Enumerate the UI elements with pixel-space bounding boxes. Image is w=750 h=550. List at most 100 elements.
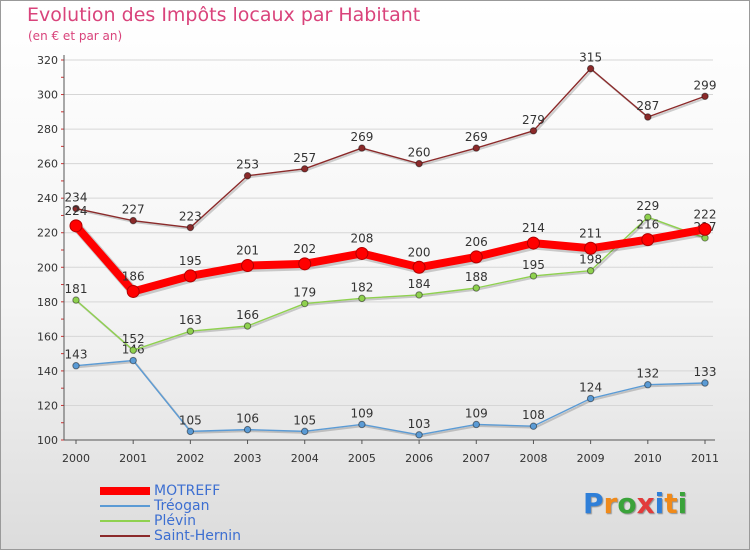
data-label-tr-ogan: 124 <box>579 381 602 395</box>
logo-letter: i <box>654 487 665 520</box>
series-line-tr-ogan <box>75 359 706 436</box>
y-tick-label-240: 240 <box>37 192 58 205</box>
x-tick-label-2002: 2002 <box>176 452 204 465</box>
y-tick-label-280: 280 <box>37 123 58 136</box>
data-label-motreff: 202 <box>293 242 316 256</box>
data-label-motreff: 201 <box>236 244 259 258</box>
data-point-saint-hernin <box>358 144 366 152</box>
logo-letter: i <box>677 487 688 520</box>
data-point-motreff <box>641 233 655 247</box>
data-point-motreff <box>526 236 540 250</box>
data-point-tr-ogan <box>415 431 423 439</box>
data-label-saint-hernin: 227 <box>122 203 145 217</box>
series-shadow-pl-vin <box>76 217 707 353</box>
data-label-tr-ogan: 109 <box>465 406 488 420</box>
data-label-motreff: 224 <box>65 204 88 218</box>
data-point-pl-vin <box>186 327 195 335</box>
data-label-motreff: 186 <box>122 269 145 283</box>
logo-letter: t <box>664 487 678 520</box>
data-point-saint-hernin <box>529 127 538 135</box>
data-point-motreff <box>469 250 483 264</box>
data-point-pl-vin <box>72 296 80 304</box>
data-label-tr-ogan: 132 <box>636 367 659 381</box>
data-label-saint-hernin: 253 <box>236 158 259 172</box>
data-point-tr-ogan <box>529 422 538 430</box>
data-label-tr-ogan: 106 <box>236 412 259 426</box>
y-tick-label-300: 300 <box>37 89 58 102</box>
data-label-pl-vin: 152 <box>122 332 145 346</box>
x-tick-label-2009: 2009 <box>577 452 605 465</box>
data-label-saint-hernin: 315 <box>579 51 602 65</box>
y-tick-label-120: 120 <box>37 399 58 412</box>
data-point-saint-hernin <box>701 92 709 100</box>
data-point-pl-vin <box>358 294 366 303</box>
data-label-tr-ogan: 105 <box>179 413 202 427</box>
data-point-tr-ogan <box>701 379 709 387</box>
data-point-motreff <box>298 257 312 271</box>
logo-letter: r <box>603 487 618 520</box>
data-label-saint-hernin: 269 <box>350 130 373 144</box>
data-point-motreff <box>698 222 712 236</box>
data-point-saint-hernin <box>415 159 423 168</box>
y-tick-label-320: 320 <box>37 54 58 67</box>
data-point-tr-ogan <box>129 356 137 365</box>
chart-title: Evolution des Impôts locaux par Habitant <box>27 4 421 26</box>
data-point-pl-vin <box>415 291 423 299</box>
data-point-tr-ogan <box>586 394 595 403</box>
data-label-saint-hernin: 287 <box>636 99 659 113</box>
series-line-saint-hernin <box>75 67 706 229</box>
data-label-pl-vin: 184 <box>408 277 431 291</box>
legend-label-saint-hernin: Saint-Hernin <box>154 528 242 544</box>
data-point-motreff <box>241 259 255 273</box>
data-point-motreff <box>584 241 598 255</box>
y-tick-label-160: 160 <box>37 330 58 343</box>
y-tick-label-220: 220 <box>37 227 58 240</box>
series-line-motreff <box>72 221 709 296</box>
x-tick-label-2006: 2006 <box>405 452 433 465</box>
x-tick-label-2010: 2010 <box>634 452 662 465</box>
x-tick-label-2001: 2001 <box>119 452 147 465</box>
data-point-saint-hernin <box>186 223 195 232</box>
data-label-pl-vin: 163 <box>179 313 202 327</box>
data-point-motreff <box>355 246 369 260</box>
legend-swatch-motreff <box>100 487 150 495</box>
data-label-saint-hernin: 234 <box>65 191 88 205</box>
data-point-tr-ogan <box>301 427 309 436</box>
legend-swatch-tr-ogan <box>100 505 150 507</box>
data-point-tr-ogan <box>644 381 652 389</box>
data-point-pl-vin <box>586 267 595 275</box>
data-label-saint-hernin: 269 <box>465 130 488 144</box>
data-point-saint-hernin <box>301 165 309 173</box>
data-label-tr-ogan: 105 <box>293 413 316 427</box>
data-label-pl-vin: 198 <box>579 253 602 267</box>
data-label-tr-ogan: 103 <box>408 417 431 431</box>
data-point-motreff <box>412 260 426 274</box>
data-label-motreff: 216 <box>636 218 659 232</box>
data-label-saint-hernin: 257 <box>293 151 316 165</box>
data-point-saint-hernin <box>243 172 252 180</box>
data-point-pl-vin <box>243 322 252 330</box>
logo-letter: o <box>617 487 637 520</box>
data-label-tr-ogan: 108 <box>522 408 545 422</box>
data-point-motreff <box>183 269 197 283</box>
data-label-motreff: 214 <box>522 221 545 235</box>
data-label-saint-hernin: 260 <box>408 146 431 160</box>
x-tick-label-2000: 2000 <box>62 452 90 465</box>
y-tick-label-180: 180 <box>37 296 58 309</box>
data-point-saint-hernin <box>472 144 480 152</box>
y-tick-label-140: 140 <box>37 365 58 378</box>
data-label-pl-vin: 182 <box>350 280 373 294</box>
legend-swatch-saint-hernin <box>100 535 150 537</box>
data-label-motreff: 200 <box>408 245 431 259</box>
data-label-tr-ogan: 133 <box>694 365 717 379</box>
data-label-motreff: 206 <box>465 235 488 249</box>
series-line-pl-vin <box>75 216 706 351</box>
data-label-motreff: 208 <box>350 231 373 245</box>
chart-subtitle: (en € et par an) <box>28 29 123 43</box>
legend-item-motreff: MOTREFF <box>100 483 220 499</box>
data-label-pl-vin: 166 <box>236 308 259 322</box>
data-label-motreff: 211 <box>579 226 602 240</box>
x-tick-label-2004: 2004 <box>291 452 319 465</box>
data-label-saint-hernin: 279 <box>522 113 545 127</box>
